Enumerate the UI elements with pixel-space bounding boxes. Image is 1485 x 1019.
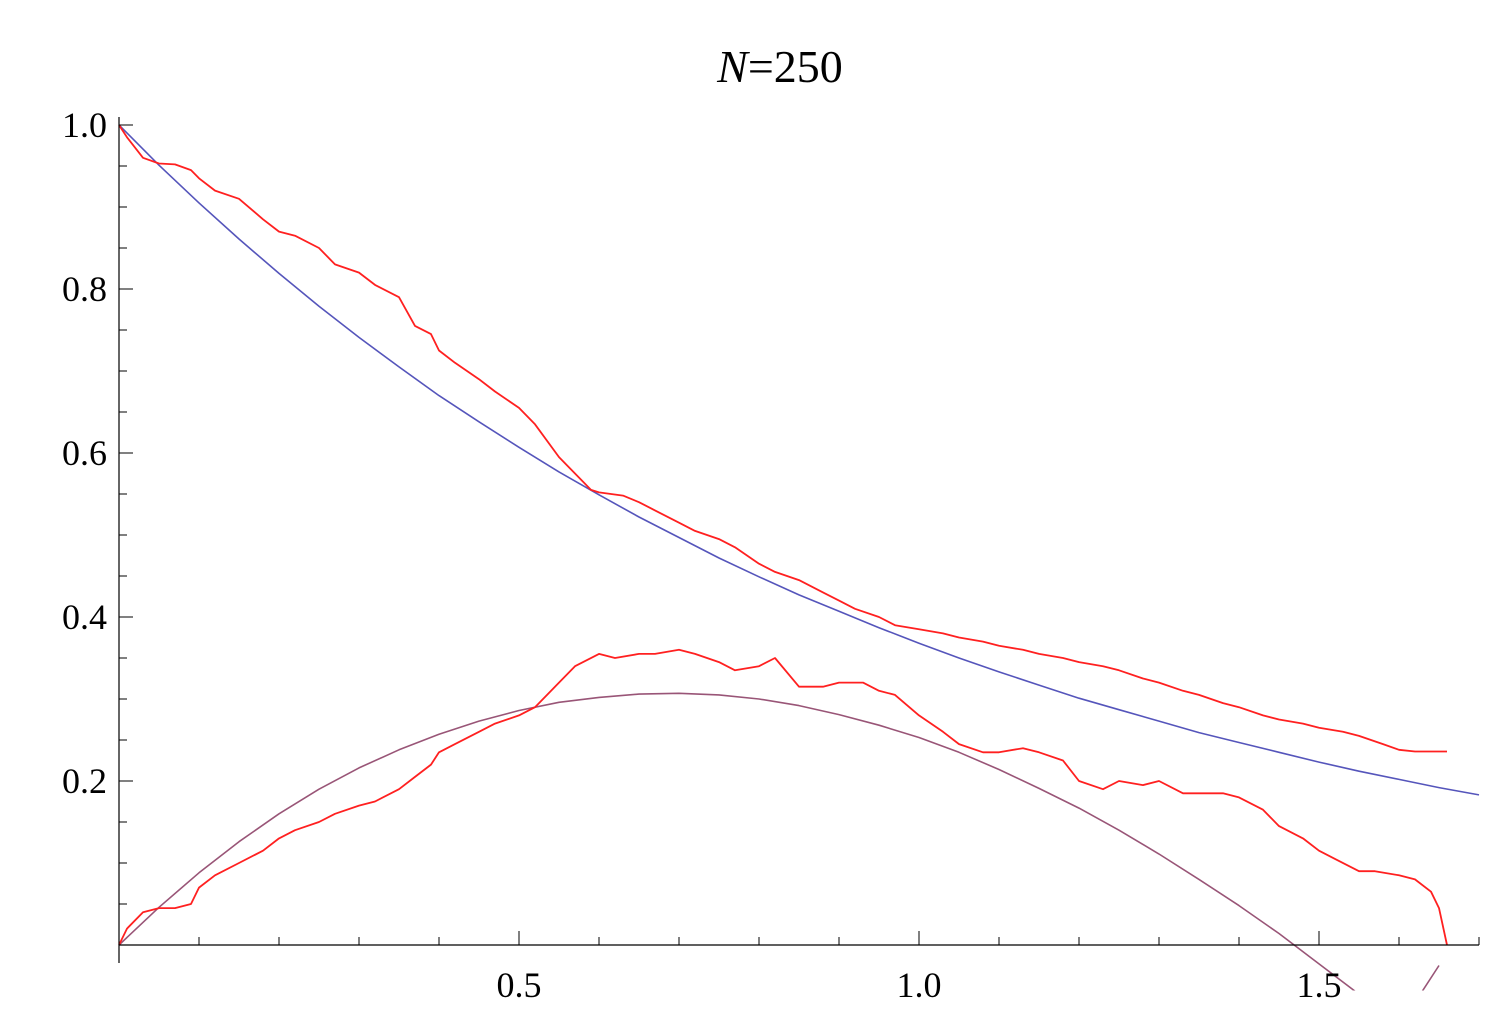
x-tick-label: 1.5 [1297,965,1342,1005]
chart-title: N=250 [716,41,843,92]
chart-title-value: =250 [748,41,843,92]
series-group [118,124,1480,991]
y-tick-label: 0.4 [62,597,107,637]
y-tick-label: 0.8 [62,269,107,309]
chart-title-variable: N [716,41,750,92]
axes-group: 0.5 1.0 1.5 0.2 0.4 0.6 0.8 1.0 [62,105,1480,1005]
x-tick-label: 0.5 [497,965,542,1005]
series-line-theory-hump [118,692,1440,991]
y-tick-label: 1.0 [62,105,107,145]
y-tick-label: 0.2 [62,761,107,801]
series-line-simulation-hump [118,648,1448,946]
series-line-simulation-decay [118,124,1447,753]
y-tick-label: 0.6 [62,433,107,473]
series-line-theory-decay [118,124,1480,796]
x-tick-label: 1.0 [897,965,942,1005]
